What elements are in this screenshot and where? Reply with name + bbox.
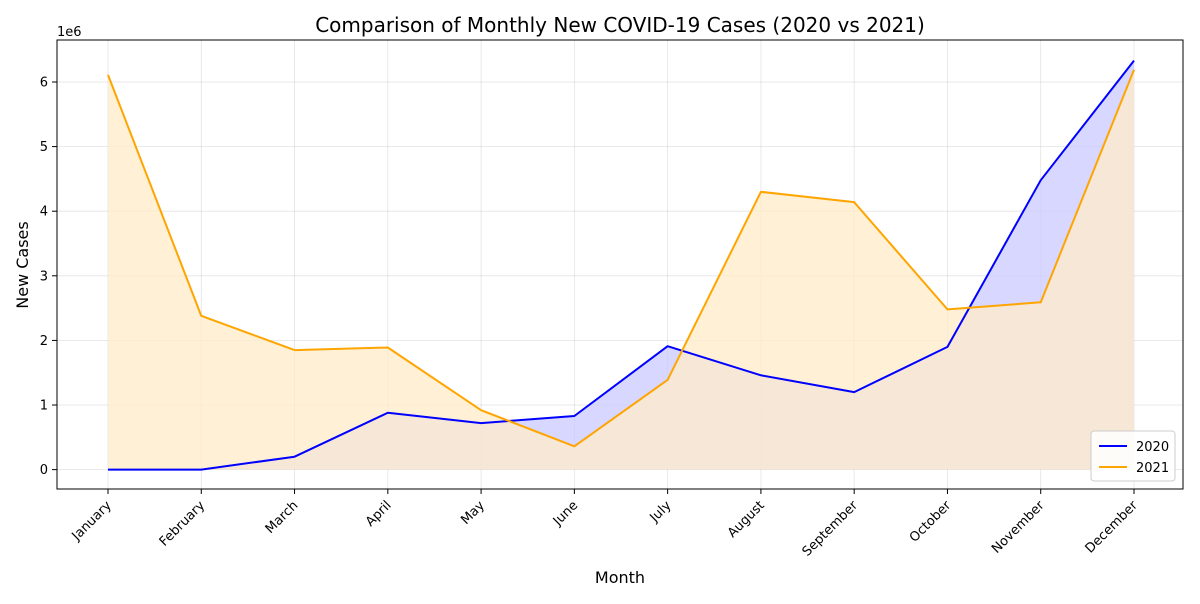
chart-title: Comparison of Monthly New COVID-19 Cases…	[315, 13, 925, 37]
legend-label-2021: 2021	[1136, 461, 1169, 476]
legend-box	[1090, 430, 1176, 482]
legend: 2020 2021	[1090, 430, 1176, 482]
x-axis-label: Month	[595, 568, 645, 587]
y-tick-label: 5	[40, 140, 48, 155]
plot-frame	[56, 39, 1184, 490]
line-2021	[107, 69, 1135, 448]
y-offset-label: 1e6	[57, 25, 82, 40]
y-tick-label: 6	[40, 75, 48, 90]
y-tick-label: 4	[40, 205, 48, 220]
area-2021	[108, 69, 1134, 470]
y-tick-label: 1	[40, 399, 48, 414]
legend-label-2020: 2020	[1136, 440, 1169, 455]
y-tick-label: 0	[40, 463, 48, 478]
y-tick-label: 3	[40, 269, 48, 284]
y-axis-label: New Cases	[13, 221, 32, 308]
line-2020	[108, 60, 1135, 471]
y-tick-label: 2	[40, 334, 48, 349]
